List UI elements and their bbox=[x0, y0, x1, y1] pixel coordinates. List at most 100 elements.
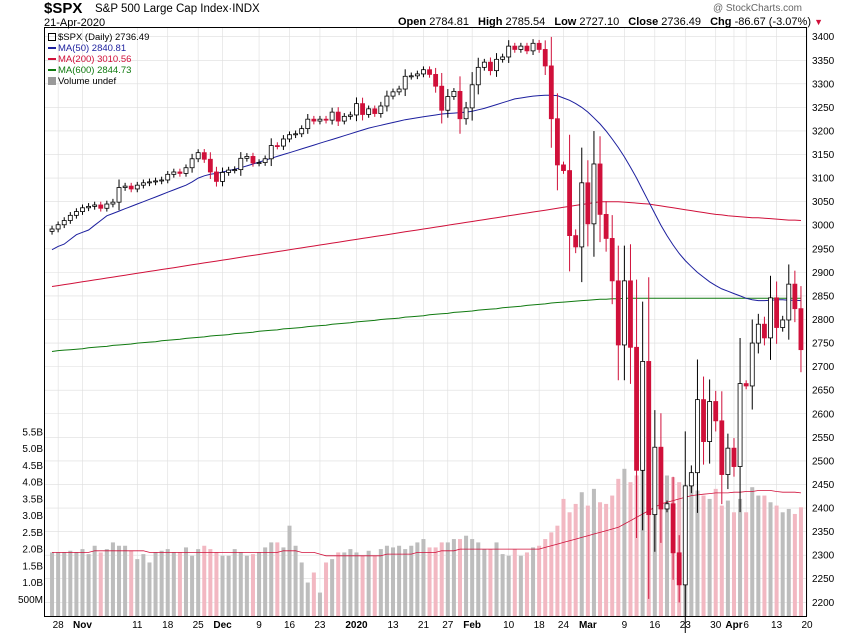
volume-bar bbox=[263, 547, 268, 616]
candle-body bbox=[110, 201, 116, 205]
candle-body bbox=[780, 319, 786, 328]
low-label: Low bbox=[554, 16, 577, 28]
volume-bar bbox=[573, 503, 578, 616]
candle-body bbox=[457, 90, 463, 120]
candle-body bbox=[256, 162, 262, 164]
volume-bar bbox=[190, 555, 195, 616]
volume-bar bbox=[470, 539, 475, 616]
price-tick-label: 2900 bbox=[812, 268, 835, 279]
candle-body bbox=[226, 169, 232, 173]
ma50-line bbox=[51, 94, 802, 302]
candle-body bbox=[384, 95, 390, 107]
volume-bar bbox=[238, 552, 243, 616]
plot-frame bbox=[44, 27, 807, 617]
volume-ma-line bbox=[52, 490, 802, 557]
volume-bar bbox=[293, 545, 298, 616]
volume-tick-label: 3.0B bbox=[22, 511, 43, 522]
price-tick-label: 2800 bbox=[812, 315, 835, 326]
legend-ma200: MA(200) 3010.56 bbox=[48, 54, 149, 65]
volume-bar bbox=[177, 552, 182, 616]
volume-bar bbox=[774, 505, 779, 616]
volume-bar bbox=[537, 545, 542, 616]
volume-bar bbox=[488, 549, 493, 616]
ma600-swatch-icon bbox=[48, 69, 56, 72]
date-tick-label: 6 bbox=[743, 620, 749, 631]
volume-bar bbox=[415, 542, 420, 616]
volume-bar bbox=[74, 552, 79, 616]
date-tick-label: 13 bbox=[771, 620, 783, 631]
volume-bar bbox=[397, 545, 402, 616]
candle-body bbox=[293, 133, 299, 136]
volume-bar bbox=[317, 592, 322, 616]
candle-body bbox=[232, 169, 238, 172]
volume-bar bbox=[183, 547, 189, 616]
down-arrow-icon: ▼ bbox=[814, 17, 823, 27]
brand-watermark: @ StockCharts.com bbox=[712, 3, 802, 14]
candle-body bbox=[676, 552, 682, 586]
price-tick-label: 3350 bbox=[812, 56, 835, 67]
candle-body bbox=[475, 66, 481, 86]
candle-body bbox=[207, 158, 213, 173]
candle-body bbox=[567, 170, 572, 237]
candle-body bbox=[335, 111, 341, 122]
candle-body bbox=[323, 118, 329, 121]
candle-body bbox=[573, 235, 579, 248]
date-tick-label: 23 bbox=[680, 620, 692, 631]
chg-value: -86.67 (-3.07%) bbox=[734, 16, 811, 28]
open-label: Open bbox=[398, 16, 427, 28]
price-tick-label: 3100 bbox=[812, 174, 835, 185]
price-tick-label: 2850 bbox=[812, 291, 835, 302]
price-tick-label: 2200 bbox=[812, 598, 835, 609]
candle-body bbox=[171, 171, 177, 175]
candle-body bbox=[73, 211, 79, 216]
candle-body bbox=[128, 185, 134, 190]
candle-body bbox=[695, 399, 700, 474]
volume-bar bbox=[214, 552, 219, 616]
volume-bar bbox=[792, 513, 797, 616]
candle-body bbox=[55, 224, 61, 230]
volume-bar bbox=[518, 555, 523, 616]
candle-body bbox=[311, 118, 317, 122]
open-value: 2784.81 bbox=[429, 16, 469, 28]
date-axis: 28 Nov 11 18 25 Dec 9 16 23 2020 13 21 27 Feb 10 18 24 Ma… bbox=[53, 620, 813, 631]
candle-body bbox=[664, 503, 670, 510]
chart-legend: $SPX (Daily) 2736.49 MA(50) 2840.81 MA(2… bbox=[48, 32, 149, 87]
volume-bar bbox=[342, 552, 347, 616]
candle-body bbox=[402, 75, 408, 90]
date-tick-label: 24 bbox=[558, 620, 570, 631]
price-tick-label: 3400 bbox=[812, 32, 835, 43]
price-tick-label: 2650 bbox=[812, 386, 835, 397]
volume-bar bbox=[445, 542, 450, 616]
candle-body bbox=[792, 283, 798, 310]
candle-body bbox=[92, 204, 98, 207]
candle-body bbox=[195, 152, 201, 160]
candle-body bbox=[786, 283, 792, 321]
volume-bar bbox=[281, 547, 286, 616]
volume-bar bbox=[756, 495, 761, 616]
candle-body bbox=[707, 401, 713, 442]
candle-body bbox=[439, 85, 445, 111]
candle-body bbox=[658, 446, 664, 510]
volume-bar bbox=[731, 512, 736, 616]
candle-body bbox=[688, 472, 694, 487]
volume-bar bbox=[403, 549, 408, 616]
volume-bar bbox=[244, 555, 249, 616]
candle-body bbox=[652, 446, 658, 516]
candle-body bbox=[372, 108, 378, 114]
candle-body bbox=[408, 75, 414, 78]
volume-bar bbox=[165, 549, 170, 616]
date-tick-label: 18 bbox=[162, 620, 174, 631]
date-tick-label: 13 bbox=[387, 620, 399, 631]
candle-body bbox=[749, 342, 755, 387]
volume-bar bbox=[464, 535, 469, 616]
candle-body bbox=[591, 163, 597, 225]
date-tick-label: 28 bbox=[53, 620, 65, 631]
volume-bar bbox=[275, 542, 280, 616]
candle-body bbox=[98, 204, 104, 209]
date-tick-label: Dec bbox=[213, 620, 232, 631]
volume-bar bbox=[330, 559, 335, 616]
candle-body bbox=[189, 158, 195, 169]
legend-volume: Volume undef bbox=[48, 76, 149, 87]
candle-body bbox=[378, 105, 384, 114]
